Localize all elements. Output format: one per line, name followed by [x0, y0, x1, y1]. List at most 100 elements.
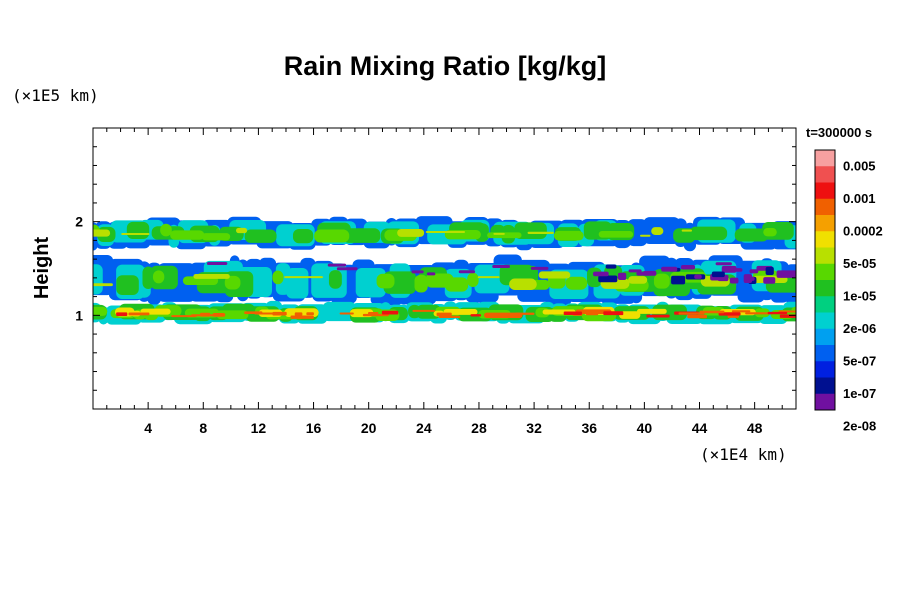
- contour-cell: [381, 310, 399, 315]
- contour-cell: [776, 270, 796, 278]
- contour-field: [93, 216, 796, 325]
- colorbar-swatch: [815, 361, 835, 378]
- y-unit-label: (×1E5 km): [12, 86, 99, 105]
- contour-cell: [563, 311, 582, 316]
- x-axis: 4 8 12 16 20 24 28 32 36 40 44 48: [106, 128, 783, 436]
- contour-cell: [368, 311, 379, 315]
- x-tick-label: 4: [144, 420, 152, 436]
- contour-cell: [680, 265, 696, 270]
- contour-cell: [224, 275, 241, 290]
- contour-cell: [585, 311, 599, 316]
- contour-cell: [355, 268, 386, 298]
- contour-cell: [642, 270, 657, 276]
- contour-cell: [412, 309, 436, 312]
- contour-cell: [598, 275, 618, 283]
- contour-cell: [598, 230, 634, 238]
- contour-cell: [763, 277, 776, 284]
- contour-cell: [734, 268, 743, 272]
- contour-cell: [718, 312, 741, 316]
- contour-cell: [93, 229, 111, 237]
- contour-cell: [681, 229, 692, 232]
- contour-cell: [763, 227, 777, 237]
- colorbar-label: 1e-07: [843, 386, 876, 401]
- contour-cell: [212, 313, 226, 317]
- contour-cell: [619, 311, 641, 319]
- y-axis-title: Height: [31, 237, 53, 300]
- contour-cell: [699, 310, 725, 314]
- x-unit-label: (×1E4 km): [700, 445, 787, 464]
- contour-cell: [493, 232, 505, 235]
- contour-cell: [126, 221, 150, 239]
- contour-cell: [170, 230, 205, 240]
- contour-cell: [565, 276, 588, 290]
- contour-cell: [200, 312, 211, 317]
- y-tick-label: 1: [75, 307, 83, 323]
- colorbar-swatch: [815, 198, 835, 216]
- contour-cell: [743, 274, 753, 283]
- colorbar-swatch: [815, 328, 835, 346]
- contour-cell: [171, 315, 197, 318]
- contour-cell: [201, 233, 231, 241]
- y-tick-label: 2: [75, 214, 83, 230]
- contour-cell: [93, 264, 103, 295]
- contour-cell: [128, 312, 150, 316]
- contour-cell: [678, 312, 705, 315]
- contour-cell: [515, 312, 535, 315]
- contour-cell: [328, 270, 342, 289]
- contour-cell: [284, 276, 323, 279]
- contour-cell: [628, 276, 648, 284]
- contour-cell: [235, 227, 248, 234]
- contour-cell: [671, 275, 686, 285]
- contour-cell: [160, 223, 172, 237]
- x-tick-label: 44: [692, 420, 708, 436]
- contour-cell: [514, 222, 547, 239]
- contour-cell: [443, 309, 478, 315]
- colorbar-swatch: [815, 166, 835, 183]
- contour-cell: [152, 270, 165, 284]
- x-tick-label: 24: [416, 420, 432, 436]
- contour-cell: [509, 278, 537, 290]
- contour-cell: [244, 229, 277, 243]
- chart-title: Rain Mixing Ratio [kg/kg]: [284, 51, 607, 81]
- contour-cell: [290, 315, 314, 319]
- colorbar-swatch: [815, 377, 835, 395]
- contour-cell: [121, 232, 150, 235]
- contour-cell: [734, 228, 769, 242]
- colorbar-label: 5e-07: [843, 353, 876, 368]
- colorbar-swatch: [815, 280, 835, 297]
- contour-cell: [216, 310, 249, 320]
- contour-cell: [314, 229, 350, 243]
- x-tick-label: 40: [637, 420, 653, 436]
- contour-cell: [484, 312, 523, 318]
- contour-cell: [376, 273, 395, 289]
- contour-cell: [411, 270, 424, 274]
- contour-cell: [689, 226, 728, 241]
- contour-cell: [206, 262, 228, 266]
- y-axis: 12: [75, 146, 796, 391]
- colorbar-frame: [814, 149, 836, 411]
- contour-cell: [749, 269, 759, 274]
- colorbar: 0.005 0.001 0.0002 5e-05 1e-05 2e-06 5e-07 1e-0…: [814, 149, 883, 433]
- contour-cell: [272, 311, 287, 316]
- contour-cell: [477, 276, 500, 279]
- contour-cell: [715, 262, 732, 266]
- contour-cell: [640, 234, 651, 237]
- contour-cell: [116, 312, 128, 316]
- contour-cell: [193, 273, 230, 279]
- time-label: t=300000 s: [806, 125, 872, 140]
- contour-cell: [767, 311, 788, 315]
- contour-cell: [445, 277, 469, 292]
- colorbar-label: 2e-06: [843, 321, 876, 336]
- contour-cell: [342, 228, 381, 243]
- colorbar-swatch: [815, 312, 835, 330]
- contour-cell: [244, 311, 263, 315]
- colorbar-swatch: [815, 345, 835, 362]
- x-tick-label: 12: [251, 420, 267, 436]
- contour-cell: [711, 271, 725, 278]
- contour-cell: [538, 271, 571, 279]
- x-tick-label: 28: [471, 420, 487, 436]
- contour-cell: [93, 283, 113, 287]
- contour-cell: [458, 270, 476, 274]
- contour-cell: [93, 306, 108, 316]
